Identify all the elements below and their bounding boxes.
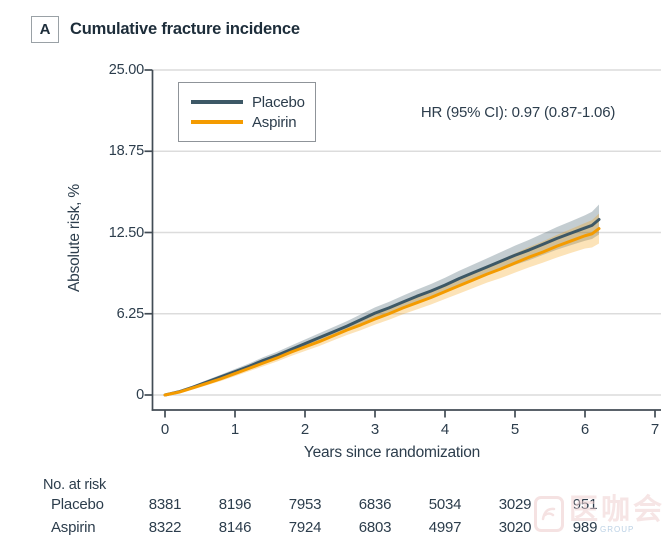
x-tick-label: 2 xyxy=(300,421,310,438)
x-tick-label: 1 xyxy=(230,421,240,438)
x-tick-label: 6 xyxy=(580,421,590,438)
at-risk-value: 951 xyxy=(572,496,598,513)
at-risk-value: 8322 xyxy=(148,519,182,536)
at-risk-value: 8381 xyxy=(148,496,182,513)
y-tick-label: 6.25 xyxy=(116,305,145,322)
at-risk-title: No. at risk xyxy=(43,477,107,493)
x-tick-label: 4 xyxy=(440,421,450,438)
at-risk-value: 7924 xyxy=(288,519,322,536)
legend-label-aspirin: Aspirin xyxy=(252,113,297,131)
aspirin-curve xyxy=(163,227,601,397)
at-risk-row-label: Placebo xyxy=(51,496,104,513)
x-tick-label: 5 xyxy=(510,421,520,438)
y-tick-label: 25.00 xyxy=(108,62,144,78)
legend: Placebo Aspirin xyxy=(178,82,316,142)
at-risk-row-label: Aspirin xyxy=(51,519,96,536)
page-title: Cumulative fracture incidence xyxy=(70,20,300,38)
hazard-ratio-annotation: HR (95% CI): 0.97 (0.87-1.06) xyxy=(420,104,616,121)
placebo-line-swatch xyxy=(191,100,243,104)
at-risk-value: 7953 xyxy=(288,496,322,513)
legend-item-aspirin: Aspirin xyxy=(191,112,315,132)
at-risk-value: 6803 xyxy=(358,519,392,536)
x-tick-label: 7 xyxy=(650,421,660,438)
x-tick-label: 3 xyxy=(370,421,380,438)
at-risk-value: 8146 xyxy=(218,519,252,536)
y-tick-label: 18.75 xyxy=(108,143,144,160)
y-tick-label: 12.50 xyxy=(108,224,144,241)
at-risk-value: 6836 xyxy=(358,496,392,513)
panel-label-box: A xyxy=(31,16,59,43)
panel-label: A xyxy=(39,21,51,38)
x-tick-label: 0 xyxy=(160,421,170,438)
at-risk-value: 4997 xyxy=(428,519,462,536)
x-axis-label: Years since randomization xyxy=(303,444,481,461)
at-risk-value: 3020 xyxy=(498,519,532,536)
at-risk-value: 989 xyxy=(572,519,598,536)
legend-label-placebo: Placebo xyxy=(252,93,305,111)
placebo-curve xyxy=(163,218,601,397)
legend-item-placebo: Placebo xyxy=(191,92,315,112)
at-risk-value: 3029 xyxy=(498,496,532,513)
y-tick-label: 0 xyxy=(136,387,144,403)
at-risk-value: 8196 xyxy=(218,496,252,513)
at-risk-value: 5034 xyxy=(428,496,462,513)
aspirin-line-swatch xyxy=(191,120,243,124)
